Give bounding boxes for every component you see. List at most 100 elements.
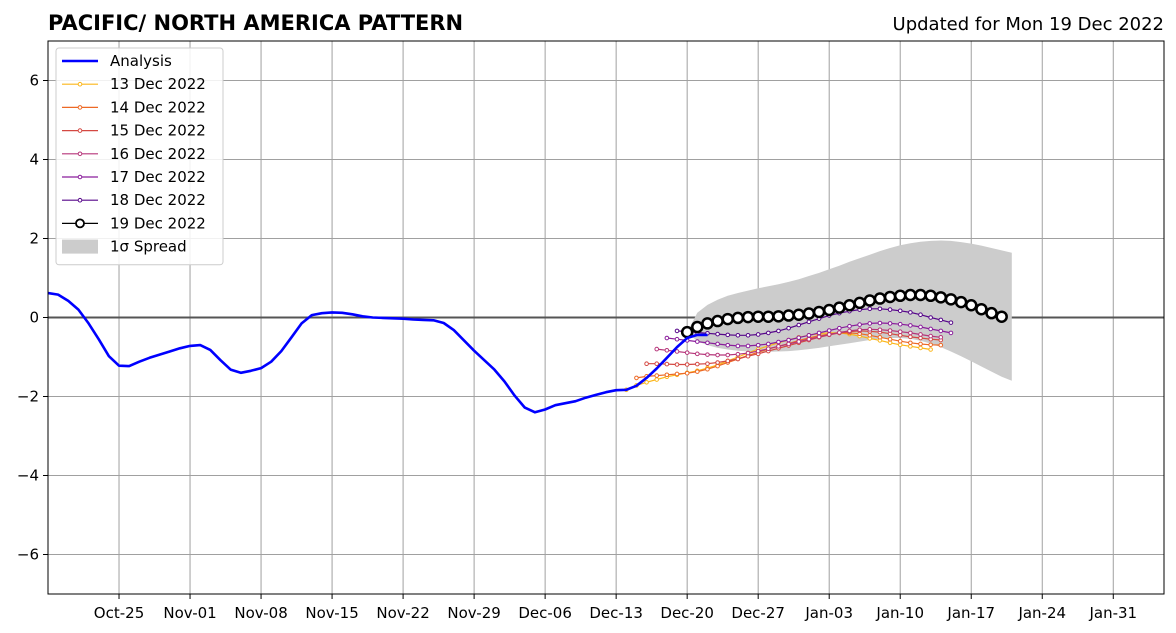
legend-label: 14 Dec 2022 xyxy=(110,98,206,116)
forecast-point xyxy=(695,339,700,344)
forecast-point xyxy=(644,361,649,367)
forecast-point xyxy=(802,307,816,320)
forecast-point xyxy=(751,310,765,323)
forecast-point xyxy=(985,306,998,320)
forecast-point xyxy=(877,306,883,312)
x-tick-label: Oct-25 xyxy=(94,604,144,622)
legend-marker xyxy=(77,197,83,203)
forecast-point xyxy=(796,335,802,340)
legend-label: 16 Dec 2022 xyxy=(110,145,206,163)
forecast-point xyxy=(715,341,720,347)
forecast-point xyxy=(735,351,741,357)
forecast-point xyxy=(877,334,883,340)
forecast-point xyxy=(938,342,944,348)
forecast-point xyxy=(887,307,893,312)
forecast-point xyxy=(918,332,923,337)
forecast-point xyxy=(691,320,704,334)
forecast-point xyxy=(904,288,917,302)
forecast-point xyxy=(745,350,751,356)
forecast-point xyxy=(786,337,791,343)
forecast-point xyxy=(938,334,944,340)
forecast-point xyxy=(863,294,877,307)
forecast-point xyxy=(796,339,802,344)
forecast-point xyxy=(674,362,680,367)
forecast-point xyxy=(867,321,873,326)
forecast-point xyxy=(954,295,968,309)
forecast-point xyxy=(928,342,933,348)
legend-marker xyxy=(77,81,83,87)
y-tick-label: 0 xyxy=(29,309,39,327)
forecast-point xyxy=(664,361,670,367)
forecast-point xyxy=(887,328,893,333)
forecast-point xyxy=(934,291,948,304)
x-tick-label: Dec-13 xyxy=(589,604,643,622)
forecast-point xyxy=(721,312,734,326)
legend: Analysis 13 Dec 2022 14 Dec 2022 15 Dec 202… xyxy=(55,47,224,266)
forecast-point xyxy=(822,303,836,317)
forecast-point xyxy=(914,288,927,302)
forecast-point xyxy=(897,308,903,314)
x-tick-label: Nov-15 xyxy=(305,604,358,622)
forecast-point xyxy=(908,310,913,315)
forecast-point xyxy=(684,370,690,376)
forecast-point xyxy=(664,347,670,353)
legend-marker xyxy=(77,128,83,133)
forecast-point xyxy=(847,328,852,334)
forecast-point xyxy=(897,338,903,344)
forecast-point xyxy=(944,293,958,306)
forecast-point xyxy=(867,332,873,338)
forecast-point xyxy=(867,327,873,332)
forecast-point xyxy=(772,310,785,323)
forecast-point xyxy=(755,348,761,354)
forecast-point xyxy=(928,315,933,320)
forecast-point xyxy=(741,310,755,324)
forecast-point xyxy=(705,340,710,346)
forecast-point xyxy=(887,321,893,326)
forecast-point xyxy=(654,377,660,382)
forecast-point xyxy=(786,341,791,347)
forecast-point xyxy=(938,328,944,334)
legend-marker xyxy=(75,218,85,229)
x-tick-label: Jan-10 xyxy=(875,604,924,622)
x-tick-label: Jan-17 xyxy=(946,604,995,622)
forecast-point xyxy=(711,314,724,328)
plot-area xyxy=(48,240,1164,414)
forecast-point xyxy=(938,317,944,323)
y-tick-label: −2 xyxy=(17,388,39,406)
forecast-point xyxy=(948,330,954,336)
chart-subtitle: Updated for Mon 19 Dec 2022 xyxy=(893,14,1164,35)
legend-label: 15 Dec 2022 xyxy=(110,122,206,140)
y-tick-label: 4 xyxy=(29,151,39,169)
forecast-point xyxy=(695,361,700,367)
forecast-point xyxy=(867,306,873,312)
forecast-point xyxy=(705,366,710,372)
forecast-point xyxy=(664,372,670,378)
forecast-point xyxy=(908,330,913,336)
forecast-point xyxy=(964,299,978,312)
forecast-point xyxy=(908,334,913,340)
legend-label: Analysis xyxy=(110,52,172,70)
forecast-point xyxy=(715,331,720,337)
forecast-point xyxy=(755,342,761,348)
forecast-point xyxy=(725,332,731,338)
forecast-point xyxy=(796,322,802,328)
forecast-point xyxy=(806,336,812,342)
x-tick-label: Nov-08 xyxy=(234,604,287,622)
forecast-point xyxy=(731,311,745,325)
forecast-point xyxy=(701,317,714,330)
forecast-point xyxy=(786,325,791,331)
forecast-point xyxy=(837,325,842,331)
forecast-point xyxy=(928,326,933,332)
forecast-point xyxy=(674,328,680,334)
forecast-point xyxy=(908,323,913,328)
forecast-point xyxy=(745,343,751,349)
forecast-point xyxy=(735,343,741,349)
forecast-point xyxy=(883,290,897,304)
forecast-point xyxy=(715,360,720,365)
forecast-point xyxy=(674,371,680,377)
x-tick-label: Nov-29 xyxy=(447,604,500,622)
forecast-point xyxy=(725,342,731,348)
forecast-point xyxy=(735,332,741,338)
forecast-point xyxy=(924,289,937,303)
